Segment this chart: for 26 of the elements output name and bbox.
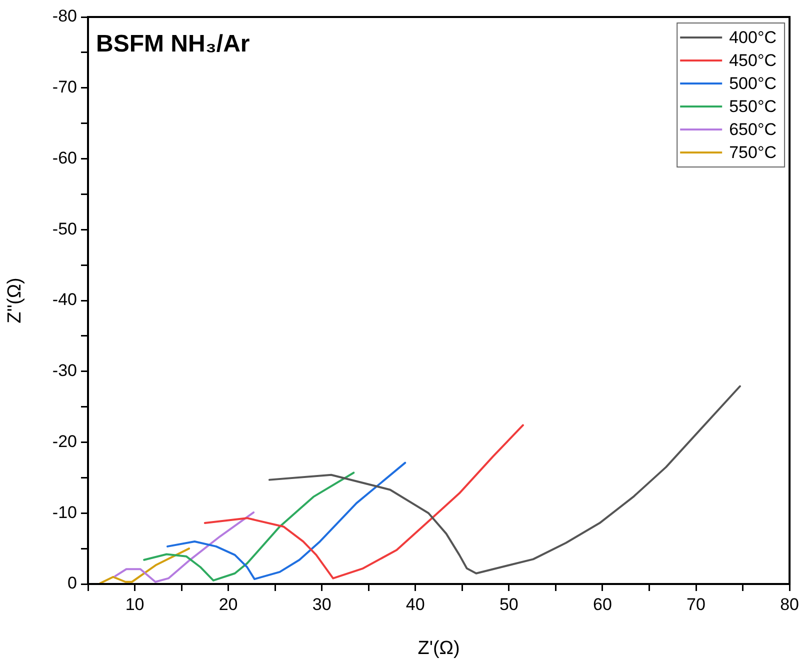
- y-tick-label: -40: [52, 290, 77, 310]
- x-tick-label: 30: [312, 594, 332, 614]
- y-tick-label: -60: [52, 148, 77, 168]
- x-tick-label: 40: [406, 594, 425, 614]
- legend-label: 450°C: [729, 51, 777, 70]
- text: BSFM NH₃/Ar: [96, 30, 250, 58]
- x-tick-label: 20: [218, 594, 238, 614]
- x-tick-label: 60: [593, 594, 612, 614]
- x-axis-title: Z'(Ω): [418, 638, 460, 659]
- y-tick-label: -20: [52, 432, 77, 451]
- x-tick-label: 80: [780, 594, 800, 614]
- y-tick-label: -50: [52, 219, 77, 238]
- x-tick-label: 70: [686, 594, 706, 614]
- y-tick-label: -80: [52, 6, 77, 26]
- y-tick-label: -30: [52, 361, 77, 380]
- y-tick-label: -10: [52, 502, 77, 522]
- y-tick-label: 0: [68, 574, 77, 593]
- legend-label: 550°C: [729, 97, 777, 116]
- legend-label: 750°C: [729, 143, 777, 162]
- legend-label: 400°C: [729, 28, 777, 48]
- legend-label: 500°C: [729, 74, 777, 94]
- y-tick-label: -70: [52, 78, 77, 97]
- x-tick-label: 10: [125, 594, 144, 614]
- legend-label: 650°C: [729, 120, 777, 140]
- y-axis-title: Z''(Ω): [4, 278, 26, 324]
- x-tick-label: 50: [499, 594, 518, 614]
